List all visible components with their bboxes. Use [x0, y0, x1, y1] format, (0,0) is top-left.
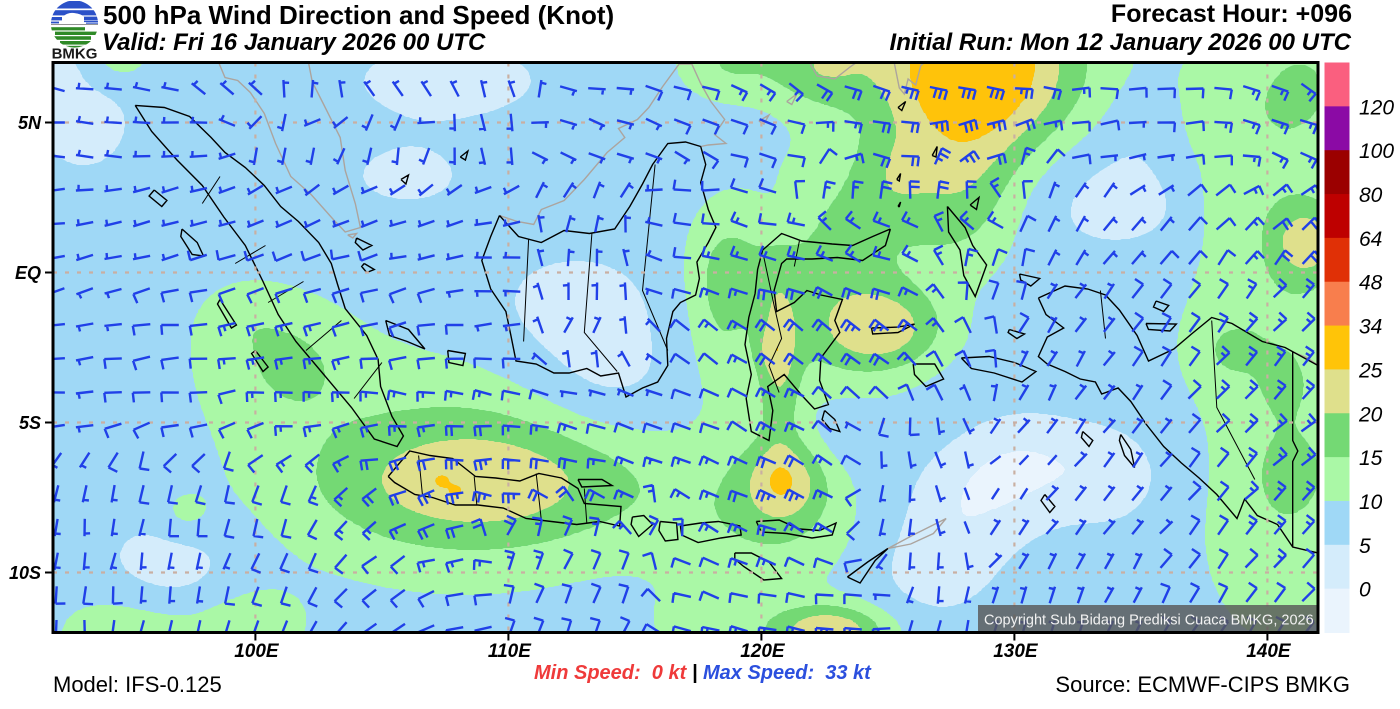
- svg-text:20: 20: [1358, 403, 1383, 426]
- svg-text:EQ: EQ: [15, 263, 41, 283]
- svg-text:120E: 120E: [740, 641, 786, 662]
- svg-text:5S: 5S: [19, 413, 41, 433]
- svg-text:120: 120: [1359, 96, 1394, 119]
- svg-text:15: 15: [1359, 447, 1383, 470]
- svg-text:48: 48: [1359, 272, 1383, 295]
- svg-text:10S: 10S: [9, 563, 41, 583]
- svg-text:25: 25: [1358, 359, 1383, 382]
- svg-text:Copyright Sub Bidang Prediksi: Copyright Sub Bidang Prediksi Cuaca BMKG…: [984, 613, 1314, 629]
- svg-text:140E: 140E: [1246, 641, 1292, 662]
- svg-text:100: 100: [1359, 140, 1394, 163]
- svg-text:0: 0: [1359, 579, 1371, 602]
- svg-text:5: 5: [1359, 535, 1371, 558]
- svg-text:130E: 130E: [993, 641, 1039, 662]
- svg-text:5N: 5N: [18, 113, 42, 133]
- svg-text:80: 80: [1359, 184, 1383, 207]
- svg-text:110E: 110E: [488, 641, 532, 662]
- svg-text:10: 10: [1359, 491, 1383, 514]
- svg-text:BMKG: BMKG: [52, 46, 98, 63]
- svg-text:34: 34: [1359, 316, 1382, 339]
- svg-text:100E: 100E: [234, 641, 280, 662]
- svg-text:64: 64: [1359, 228, 1382, 251]
